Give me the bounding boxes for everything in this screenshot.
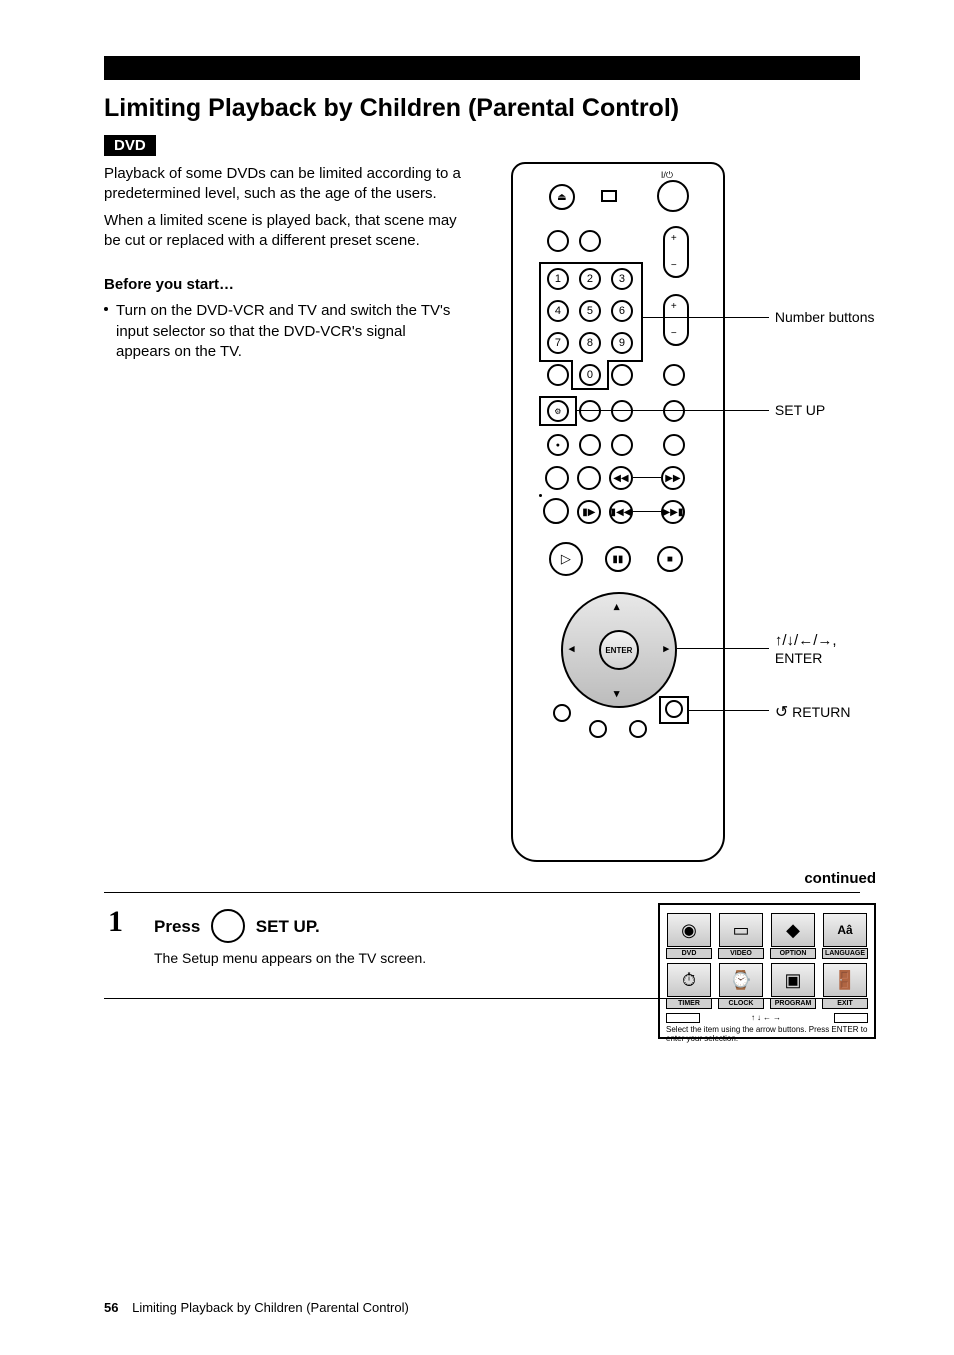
- setup-menu-figure: ◉ DVD ▭ VIDEO ◆ OPTION Aâ LANGUAGE ⏱ T: [658, 903, 876, 1039]
- before-heading: Before you start…: [104, 275, 461, 295]
- slow-button: ▮▶: [577, 500, 601, 524]
- stop-button: ■: [657, 546, 683, 572]
- num-6: 6: [611, 300, 633, 322]
- num-4: 4: [547, 300, 569, 322]
- row6-a: ●: [547, 434, 569, 456]
- menu-option: ◆ OPTION: [770, 913, 816, 959]
- row5-b: [579, 400, 601, 422]
- display-button: [601, 190, 617, 202]
- play-button: ▷: [549, 542, 583, 576]
- row5-c: [611, 400, 633, 422]
- menu-language: Aâ LANGUAGE: [822, 913, 868, 959]
- callout-setup: SET UP: [775, 402, 825, 418]
- return-button: [665, 700, 683, 718]
- btn-under-7: [547, 364, 569, 386]
- row7-a: [545, 466, 569, 490]
- num-3: 3: [611, 268, 633, 290]
- step-1: 1 Press SET UP. The Setup menu appears o…: [104, 893, 876, 988]
- num-7: 7: [547, 332, 569, 354]
- forward-button: ▶▶: [661, 466, 685, 490]
- next-button: ▶▶▮: [661, 500, 685, 524]
- under-a: [553, 704, 571, 722]
- intro-p1: Playback of some DVDs can be limited acc…: [104, 164, 461, 205]
- row6-c: [611, 434, 633, 456]
- step-1-num: 1: [104, 907, 154, 937]
- callout-return: ↺ RETURN: [775, 702, 851, 722]
- page-footer: 56 Limiting Playback by Children (Parent…: [104, 1300, 409, 1315]
- menu-timer: ⏱ TIMER: [666, 963, 712, 1009]
- rec-button: [543, 498, 569, 524]
- num-9: 9: [611, 332, 633, 354]
- row6-d: [663, 434, 685, 456]
- num-5: 5: [579, 300, 601, 322]
- setup-icon: [211, 909, 245, 943]
- small-btn-b: [579, 230, 601, 252]
- power-button: [657, 180, 689, 212]
- remote-diagram: I/⏻ ⏏ + − 1 2 3: [471, 162, 876, 882]
- num-1: 1: [547, 268, 569, 290]
- eject-button: ⏏: [549, 184, 575, 210]
- under-c: [629, 720, 647, 738]
- volume-rocker: + −: [663, 294, 689, 346]
- header-bar: [104, 56, 860, 80]
- under-b: [589, 720, 607, 738]
- channel-rocker: + −: [663, 226, 689, 278]
- dpad: ▴ ▾ ◂ ▸ ENTER: [561, 592, 677, 708]
- enter-button: ENTER: [599, 630, 639, 670]
- btn-under-9: [611, 364, 633, 386]
- menu-dvd: ◉ DVD: [666, 913, 712, 959]
- num-0: 0: [579, 364, 601, 386]
- pause-button: ▮▮: [605, 546, 631, 572]
- callout-numbers: Number buttons: [775, 309, 875, 325]
- step-1-sub: The Setup menu appears on the TV screen.: [154, 949, 614, 968]
- setup-button: ⚙: [547, 400, 569, 422]
- row5-d: [663, 400, 685, 422]
- num-2: 2: [579, 268, 601, 290]
- row7-b: [577, 466, 601, 490]
- dvd-badge: DVD: [104, 135, 156, 156]
- menu-clock: ⌚ CLOCK: [718, 963, 764, 1009]
- continued-label: continued: [804, 870, 876, 887]
- menu-exit: 🚪 EXIT: [822, 963, 868, 1009]
- row6-b: [579, 434, 601, 456]
- menu-program: ▣ PROGRAM: [770, 963, 816, 1009]
- before-bullet: Turn on the DVD-VCR and TV and switch th…: [116, 302, 450, 360]
- intro-text: Playback of some DVDs can be limited acc…: [104, 162, 471, 368]
- menu-footer-note: Select the item using the arrow buttons.…: [660, 1025, 874, 1043]
- prev-button: ▮◀◀: [609, 500, 633, 524]
- callout-arrows: ↑/↓/←/→, ENTER: [775, 632, 837, 667]
- page-heading: Limiting Playback by Children (Parental …: [104, 94, 876, 123]
- step-1-press: Press SET UP.: [154, 917, 320, 936]
- small-btn-a: [547, 230, 569, 252]
- rewind-button: ◀◀: [609, 466, 633, 490]
- num-8: 8: [579, 332, 601, 354]
- btn-row4-right: [663, 364, 685, 386]
- menu-video: ▭ VIDEO: [718, 913, 764, 959]
- intro-p2: When a limited scene is played back, tha…: [104, 211, 461, 252]
